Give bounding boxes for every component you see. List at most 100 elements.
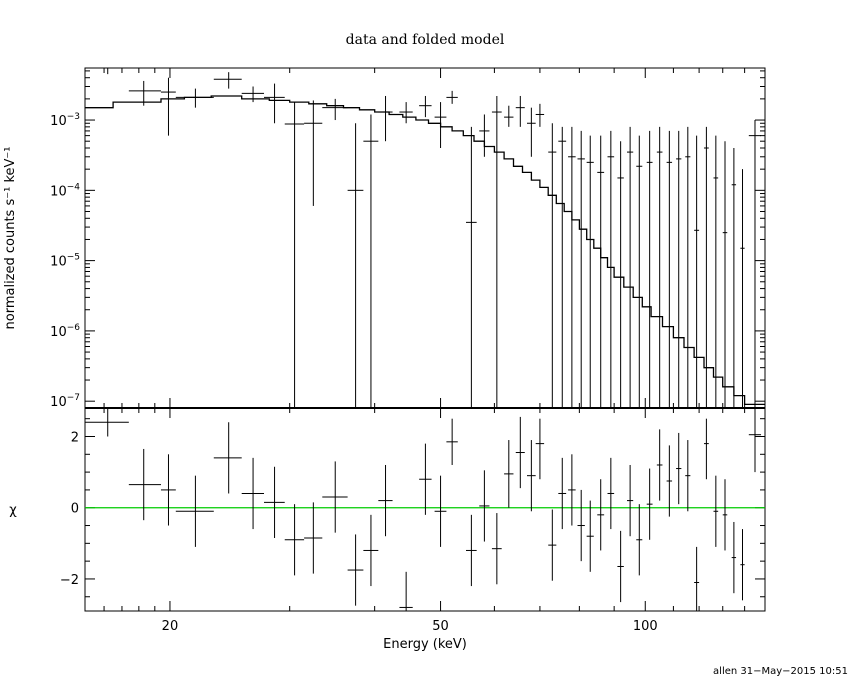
- data-point: [548, 123, 557, 408]
- data-point: [586, 135, 594, 408]
- data-point: [526, 107, 536, 157]
- x-tick-label: 50: [432, 619, 449, 634]
- data-point: [617, 141, 624, 408]
- residual-point: [466, 514, 477, 587]
- residual-point: [213, 422, 242, 494]
- y-tick-label: −2: [60, 573, 79, 588]
- x-tick-label: 100: [633, 619, 658, 634]
- residual-point: [304, 502, 323, 574]
- residual-point: [322, 461, 348, 533]
- data-point: [504, 105, 514, 127]
- data-point: [666, 130, 673, 408]
- model-step-curve: [85, 95, 765, 406]
- data-point: [175, 88, 214, 108]
- residual-point: [607, 457, 615, 530]
- data-point: [363, 114, 379, 408]
- lower-frame: [84, 407, 766, 612]
- residual-point: [748, 408, 762, 473]
- residual-point: [597, 479, 605, 551]
- data-point: [304, 100, 323, 206]
- residual-point: [347, 534, 364, 606]
- residual-point: [558, 457, 567, 530]
- data-point: [399, 102, 413, 124]
- residual-point: [241, 457, 265, 530]
- data-point: [748, 120, 762, 408]
- y-tick-label: 10−7: [50, 393, 80, 410]
- residual-point: [491, 513, 502, 585]
- residual-point: [713, 475, 719, 547]
- residual-point: [434, 475, 447, 547]
- data-point: [558, 126, 567, 408]
- data-point: [656, 126, 663, 408]
- data-point: [419, 95, 432, 118]
- data-point: [347, 123, 364, 408]
- data-point: [577, 130, 585, 408]
- data-point: [713, 135, 719, 408]
- residual-point: [694, 546, 700, 611]
- residual-point: [515, 416, 525, 489]
- residual-point: [504, 440, 514, 508]
- residual-point: [128, 448, 161, 521]
- data-point: [378, 95, 393, 142]
- residual-point: [617, 530, 624, 603]
- data-point: [597, 135, 605, 408]
- chart-title: data and folded model: [346, 32, 505, 48]
- data-point: [241, 86, 265, 103]
- y-axis-label-counts: normalized counts s⁻¹ keV⁻¹: [3, 147, 18, 330]
- residual-point: [666, 445, 673, 517]
- data-point: [626, 126, 634, 408]
- data-point: [703, 126, 709, 408]
- upper-panel-spectrum: 10−7 10−6 10−5 10−4 10−3: [50, 67, 766, 410]
- data-point: [322, 98, 348, 121]
- residual-point: [685, 440, 691, 512]
- data-point: [264, 83, 285, 124]
- data-point: [607, 130, 615, 408]
- data-point: [479, 114, 490, 157]
- residual-point: [479, 470, 490, 542]
- residual-point: [646, 468, 653, 540]
- residual-point: [399, 571, 413, 611]
- y-tick-label: 0: [71, 502, 79, 517]
- y-tick-label: 10−3: [50, 112, 80, 129]
- residual-point: [703, 418, 709, 480]
- data-point: [636, 135, 643, 408]
- residual-point: [284, 504, 305, 576]
- residual-point: [586, 500, 594, 572]
- residual-point: [676, 432, 682, 505]
- lower-panel-residuals: 20 50 100 −2 0 2: [60, 68, 766, 634]
- data-point: [491, 95, 502, 408]
- residual-point: [568, 454, 576, 526]
- data-point: [466, 126, 477, 408]
- residual-point: [548, 509, 557, 581]
- y-tick-label: 10−5: [50, 253, 80, 270]
- residual-point: [577, 489, 585, 562]
- data-point: [685, 126, 691, 408]
- residual-point: [526, 440, 536, 512]
- data-point: [446, 90, 458, 104]
- data-point: [515, 95, 525, 127]
- data-point: [107, 68, 109, 75]
- y-tick-label: 10−4: [50, 182, 80, 199]
- data-point: [128, 80, 161, 106]
- residual-point: [535, 418, 545, 480]
- x-axis-label: Energy (keV): [383, 637, 467, 652]
- residual-point: [175, 475, 214, 547]
- residual-point: [378, 464, 393, 537]
- data-point: [535, 103, 545, 127]
- y-ticks-upper: 10−7 10−6 10−5 10−4 10−3: [50, 70, 765, 410]
- upper-frame: [84, 67, 766, 409]
- residual-point: [722, 479, 728, 551]
- x-ticks: 20 50 100: [103, 68, 746, 634]
- data-points: [107, 68, 762, 408]
- data-point: [434, 102, 447, 149]
- residual-point: [656, 429, 663, 501]
- data-point: [213, 72, 242, 89]
- data-point: [740, 169, 745, 408]
- data-point: [646, 130, 653, 408]
- residual-point: [731, 521, 737, 594]
- residual-point: [264, 466, 285, 538]
- footer-stamp: allen 31−May−2015 10:51: [713, 666, 848, 677]
- data-point: [160, 77, 176, 136]
- data-point: [568, 126, 576, 408]
